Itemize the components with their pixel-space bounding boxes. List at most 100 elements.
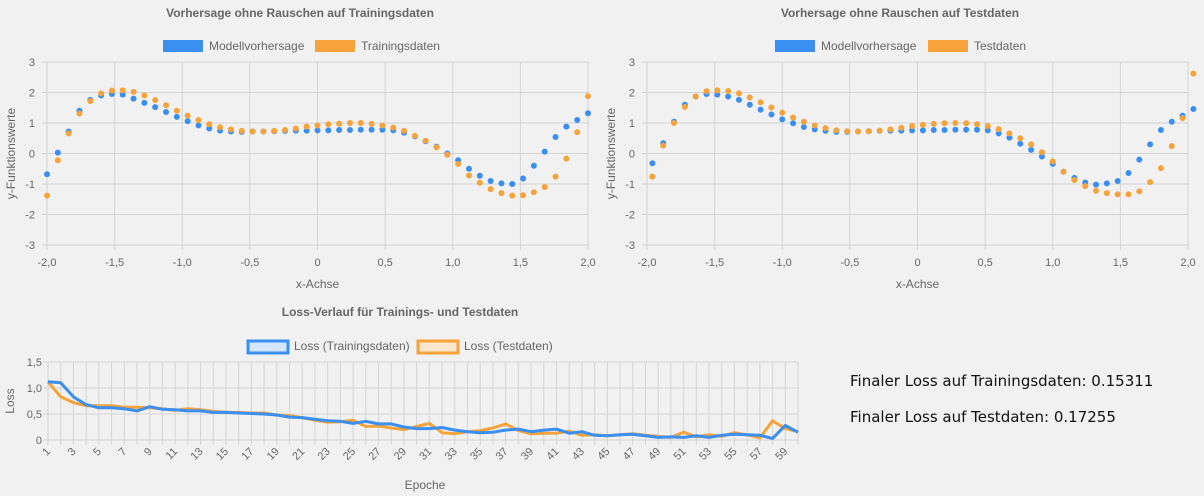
x-axis-label: x-Achse <box>296 277 340 291</box>
data-point <box>476 179 483 186</box>
data-point <box>54 157 61 164</box>
data-point <box>574 129 581 136</box>
data-point <box>757 99 764 106</box>
data-point <box>292 125 299 132</box>
data-point <box>909 123 916 130</box>
prediction-point <box>173 113 180 120</box>
prediction-point <box>184 118 191 125</box>
y-axis-label: Loss <box>3 388 17 413</box>
data-point <box>1168 143 1175 150</box>
prediction-point <box>1038 153 1045 160</box>
data-point <box>1125 191 1132 198</box>
prediction-point <box>314 127 321 134</box>
data-point <box>952 120 959 126</box>
data-point <box>422 137 429 144</box>
x-tick-label: 49 <box>646 446 663 463</box>
data-point <box>1038 149 1045 156</box>
prediction-point <box>930 127 937 134</box>
x-tick-label: 31 <box>417 446 434 463</box>
data-point <box>692 93 699 100</box>
data-point <box>941 120 948 127</box>
data-point <box>119 87 126 94</box>
y-tick-label: 1 <box>629 118 635 130</box>
x-tick-label: 1,0 <box>445 257 460 269</box>
x-tick-label: -1,5 <box>105 257 124 269</box>
prediction-point <box>1028 146 1035 153</box>
data-point <box>282 127 289 134</box>
y-tick-label: 0,5 <box>27 409 42 421</box>
data-point <box>303 123 310 130</box>
data-point <box>87 98 94 105</box>
prediction-point <box>206 125 213 132</box>
legend-label: Modellvorhersage <box>821 39 917 53</box>
x-tick-label: 27 <box>366 446 383 463</box>
data-point <box>779 109 786 116</box>
x-tick-label: 5 <box>91 446 104 459</box>
y-tick-label: -3 <box>25 240 35 252</box>
x-tick-label: 57 <box>748 446 765 463</box>
data-point <box>217 124 224 131</box>
prediction-point <box>757 106 764 113</box>
data-point <box>260 128 267 135</box>
data-point <box>314 122 321 129</box>
data-point <box>184 112 191 119</box>
prediction-point <box>465 165 472 172</box>
x-axis-label: Epoche <box>405 478 446 492</box>
legend-swatch <box>246 339 290 355</box>
prediction-point <box>714 91 721 98</box>
prediction-point <box>487 177 494 184</box>
data-point <box>800 118 807 125</box>
data-point <box>1179 115 1186 122</box>
data-point <box>1114 191 1121 198</box>
data-point <box>1093 187 1100 194</box>
data-point <box>44 192 50 199</box>
legend-label: Testdaten <box>974 39 1026 53</box>
prediction-point <box>1093 181 1100 188</box>
prediction-point <box>368 126 375 133</box>
prediction-point <box>1190 105 1197 112</box>
y-tick-label: 0 <box>29 149 35 161</box>
prediction-point <box>119 91 126 98</box>
data-point <box>336 120 343 127</box>
data-point <box>206 121 213 128</box>
data-point <box>681 103 688 110</box>
x-tick-label: 41 <box>544 446 561 463</box>
prediction-point <box>563 123 570 130</box>
final-train-loss-text: Finaler Loss auf Trainingsdaten: 0.15311 <box>850 372 1154 390</box>
data-point <box>919 121 926 128</box>
data-point <box>173 107 180 114</box>
prediction-point <box>725 93 732 100</box>
prediction-point <box>1114 177 1121 184</box>
prediction-point <box>195 122 202 129</box>
data-point <box>649 173 656 180</box>
chart-title: Loss-Verlauf für Trainings- und Testdate… <box>282 305 518 319</box>
prediction-point <box>995 130 1002 137</box>
prediction-point <box>1136 156 1143 163</box>
y-tick-label: -1 <box>25 179 35 191</box>
data-point <box>108 87 115 94</box>
x-tick-label: -0,5 <box>240 257 259 269</box>
prediction-point <box>919 127 926 134</box>
x-tick-label: 2,0 <box>1180 257 1195 269</box>
data-point <box>898 124 905 131</box>
data-point <box>822 125 829 132</box>
x-tick-label: 33 <box>443 446 460 463</box>
data-point <box>509 192 516 199</box>
data-point <box>325 121 332 128</box>
data-point <box>768 104 775 111</box>
data-point <box>1017 135 1024 142</box>
data-point <box>76 110 83 117</box>
legend-label: Trainingsdaten <box>361 39 440 53</box>
data-point <box>1028 141 1035 148</box>
prediction-point <box>963 126 970 133</box>
y-tick-label: 1,0 <box>27 383 42 395</box>
prediction-point <box>54 149 61 156</box>
y-tick-label: 3 <box>29 57 35 69</box>
prediction-point <box>585 110 591 117</box>
x-tick-label: 1 <box>40 446 53 459</box>
x-tick-label: 0,5 <box>377 257 392 269</box>
legend-swatch <box>163 40 203 52</box>
x-tick-label: 9 <box>142 446 155 459</box>
x-tick-label: 17 <box>239 446 256 463</box>
data-point <box>411 132 418 139</box>
